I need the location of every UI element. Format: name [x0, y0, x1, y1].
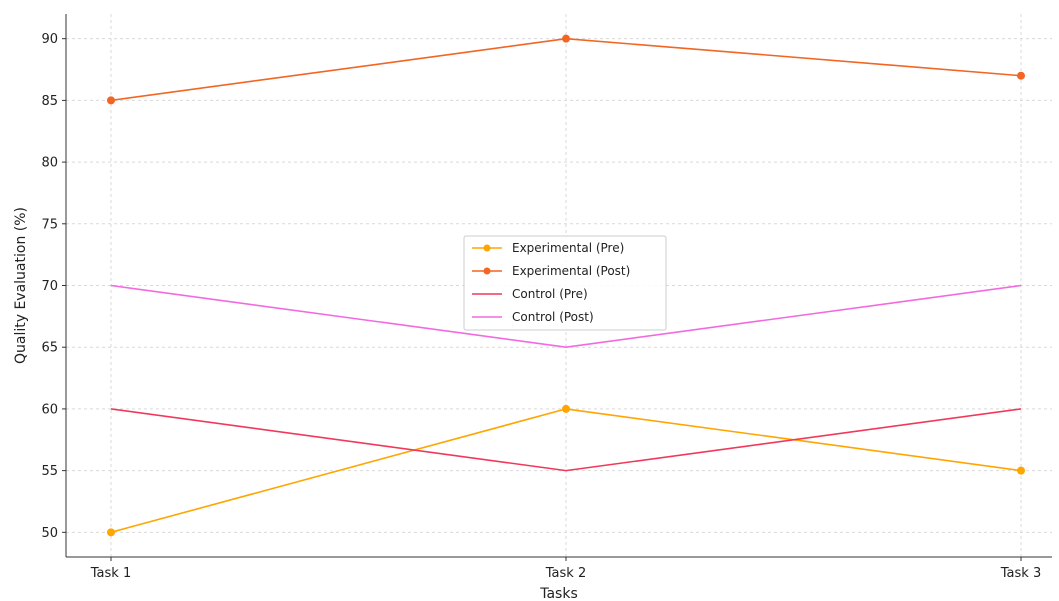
legend-item: Experimental (Pre) — [472, 241, 624, 255]
legend-marker — [483, 244, 491, 252]
y-tick-label: 55 — [41, 464, 58, 479]
y-tick-label: 70 — [41, 279, 58, 294]
legend-label: Control (Pre) — [512, 287, 588, 301]
y-tick-label: 75 — [41, 217, 58, 232]
legend-item: Experimental (Post) — [472, 264, 630, 278]
x-axis-label: Tasks — [539, 586, 578, 601]
series-line — [110, 408, 1022, 472]
legend-label: Experimental (Post) — [512, 264, 630, 278]
y-tick-label: 50 — [41, 526, 58, 541]
x-tick-label: Task 1 — [90, 566, 131, 581]
y-tick-label: 80 — [41, 156, 58, 171]
series-line — [110, 284, 1022, 349]
legend-label: Control (Post) — [512, 310, 594, 324]
legend: Experimental (Pre) Experimental (Post) Con… — [463, 235, 667, 331]
y-tick-label: 85 — [41, 94, 58, 109]
y-tick-label: 65 — [41, 341, 58, 356]
data-point — [107, 96, 115, 105]
legend-item: Control (Pre) — [472, 287, 588, 301]
series-group — [110, 284, 1022, 349]
legend-marker — [483, 267, 491, 275]
legend-items: Experimental (Pre) Experimental (Post) Con… — [472, 241, 630, 324]
y-tick-label: 90 — [41, 32, 58, 47]
data-point — [107, 528, 115, 537]
series-group — [107, 34, 1025, 537]
x-tick-label: Task 3 — [1000, 566, 1041, 581]
series-group — [107, 404, 1025, 537]
data-point — [1017, 466, 1025, 475]
legend-item: Control (Post) — [472, 310, 594, 324]
y-axis-label: Quality Evaluation (%) — [13, 207, 29, 364]
x-axis-ticks: Task 1 Task 2 Task 3 — [90, 557, 1041, 581]
y-axis-ticks: 50 55 60 65 70 75 80 85 90 — [41, 32, 66, 541]
series-group — [107, 34, 1025, 105]
y-tick-label: 60 — [41, 402, 58, 417]
series-group — [110, 408, 1022, 472]
legend-box — [463, 235, 667, 331]
data-point — [562, 404, 570, 413]
x-tick-label: Task 2 — [545, 566, 586, 581]
data-point — [562, 34, 570, 43]
data-point — [1017, 71, 1025, 80]
legend-label: Experimental (Pre) — [512, 241, 624, 255]
